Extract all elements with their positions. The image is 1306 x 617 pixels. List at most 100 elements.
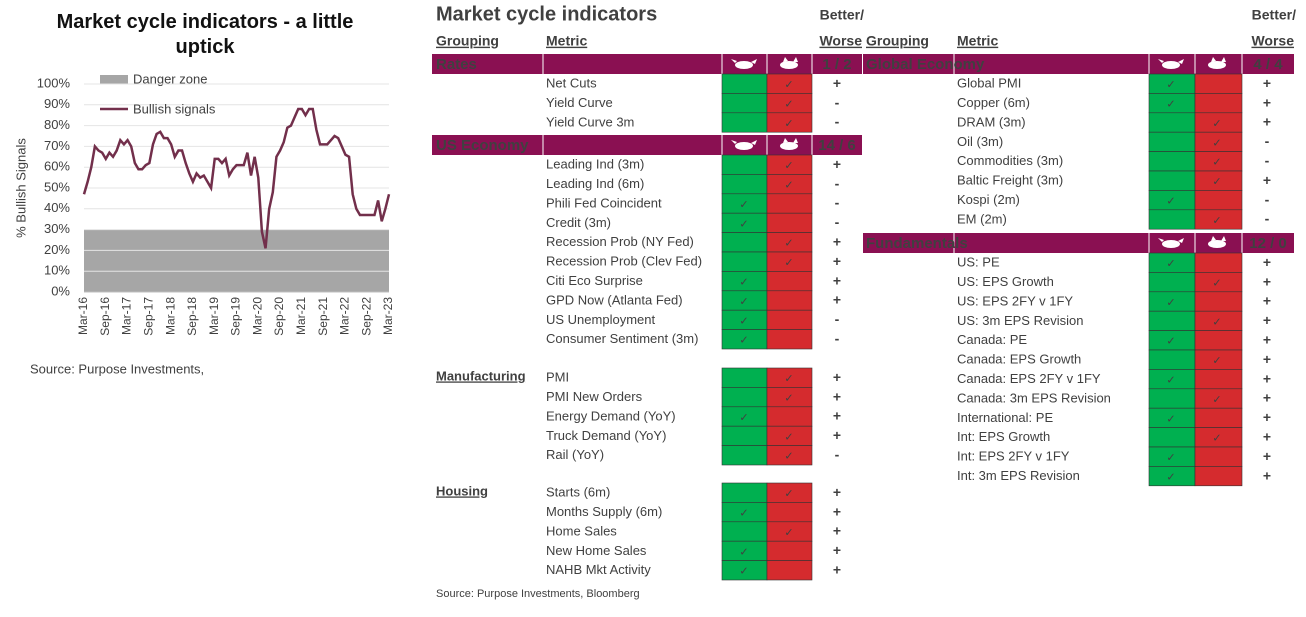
bull-icon	[731, 59, 757, 64]
header-better: Better/	[1252, 7, 1296, 23]
metric: Leading Ind (3m)	[546, 157, 644, 172]
bear-icon	[783, 57, 798, 62]
metric: Int: EPS Growth	[957, 429, 1050, 444]
bear-cell	[1194, 73, 1243, 94]
metric: New Home Sales	[546, 543, 647, 558]
check: ✓	[784, 451, 793, 463]
x-tick-label: Mar-22	[338, 297, 352, 335]
check: ✓	[784, 79, 793, 91]
x-tick-label: Sep-20	[272, 297, 286, 336]
metric: Recession Prob (Clev Fed)	[546, 254, 702, 269]
metric: Phili Fed Coincident	[546, 195, 662, 210]
check: ✓	[1166, 196, 1175, 208]
legend-label: Bullish signals	[133, 101, 216, 116]
direction: -	[835, 94, 840, 110]
direction: +	[1263, 293, 1271, 309]
direction: +	[1263, 448, 1271, 464]
direction: +	[833, 523, 841, 539]
direction: +	[1263, 429, 1271, 445]
bull-cell	[1148, 388, 1196, 409]
direction: -	[835, 447, 840, 463]
bull-cell	[721, 445, 768, 466]
check: ✓	[1166, 79, 1175, 91]
bear-cell	[766, 540, 813, 561]
check: ✓	[1212, 316, 1221, 328]
check: ✓	[1212, 355, 1221, 367]
bull-cell	[721, 425, 768, 446]
header-grouping: Grouping	[436, 33, 499, 49]
legend-label: Danger zone	[133, 71, 207, 86]
direction: +	[1263, 351, 1271, 367]
table-title: Market cycle indicators	[436, 3, 657, 25]
metric: Truck Demand (YoY)	[546, 428, 666, 443]
header-worse: Worse	[1251, 33, 1294, 49]
metric: GPD Now (Atlanta Fed)	[546, 292, 683, 307]
bear-cell	[1194, 369, 1243, 390]
metric: Yield Curve	[546, 95, 613, 110]
metric: Citi Eco Surprise	[546, 273, 643, 288]
bear-cell	[766, 445, 813, 466]
bear-cell	[1194, 330, 1243, 351]
direction: +	[1263, 370, 1271, 386]
bull-cell	[721, 482, 768, 503]
bull-cell	[1148, 112, 1196, 133]
bull-cell	[721, 251, 768, 272]
metric: Canada: 3m EPS Revision	[957, 390, 1111, 405]
x-tick-label: Sep-19	[229, 297, 243, 336]
metric: US: EPS 2FY v 1FY	[957, 293, 1073, 308]
metric: Global PMI	[957, 76, 1021, 91]
metric: US Unemployment	[546, 312, 655, 327]
legend-swatch	[100, 75, 128, 84]
check: ✓	[784, 180, 793, 192]
bear-cell	[766, 271, 813, 292]
check: ✓	[739, 546, 748, 558]
table-source: Source: Purpose Investments, Bloomberg	[436, 588, 640, 600]
direction: +	[833, 253, 841, 269]
direction: -	[1265, 153, 1270, 169]
check: ✓	[739, 277, 748, 289]
metric: Rail (YoY)	[546, 447, 604, 462]
metric: Int: 3m EPS Revision	[957, 468, 1080, 483]
bear-cell	[766, 290, 813, 311]
bear-icon	[1211, 236, 1226, 241]
bull-cell	[1148, 209, 1196, 230]
check: ✓	[1166, 472, 1175, 484]
metric: US: EPS Growth	[957, 274, 1054, 289]
metric: Recession Prob (NY Fed)	[546, 234, 694, 249]
bull-icon	[1162, 61, 1180, 69]
bull-cell	[721, 387, 768, 408]
check: ✓	[784, 238, 793, 250]
metric: NAHB Mkt Activity	[546, 562, 651, 577]
check: ✓	[784, 160, 793, 172]
source: Source: Purpose Investments,	[30, 361, 204, 376]
direction: -	[835, 114, 840, 130]
y-tick-label: 50%	[44, 179, 70, 194]
check: ✓	[784, 99, 793, 111]
bull-icon	[1158, 238, 1184, 243]
check: ✓	[739, 566, 748, 578]
check: ✓	[739, 508, 748, 520]
bull-cell	[1148, 272, 1196, 293]
group-bar	[863, 233, 1294, 253]
direction: +	[1263, 273, 1271, 289]
group-score: 4 / 4	[1253, 56, 1283, 73]
y-tick-label: 60%	[44, 159, 70, 174]
y-axis-label: % Bullish Signals	[13, 138, 28, 238]
direction: +	[1263, 312, 1271, 328]
x-tick-label: Mar-18	[163, 297, 177, 335]
metric: Yield Curve 3m	[546, 114, 634, 129]
check: ✓	[1212, 176, 1221, 188]
metric: Oil (3m)	[957, 134, 1003, 149]
check: ✓	[739, 218, 748, 230]
check: ✓	[784, 431, 793, 443]
check: ✓	[1212, 215, 1221, 227]
check: ✓	[1212, 394, 1221, 406]
metric: Energy Demand (YoY)	[546, 408, 676, 423]
group-name: Manufacturing	[436, 368, 526, 383]
direction: +	[833, 292, 841, 308]
metric: Leading Ind (6m)	[546, 176, 644, 191]
check: ✓	[1212, 118, 1221, 130]
bull-icon	[1158, 59, 1184, 64]
bull-icon	[735, 61, 753, 69]
